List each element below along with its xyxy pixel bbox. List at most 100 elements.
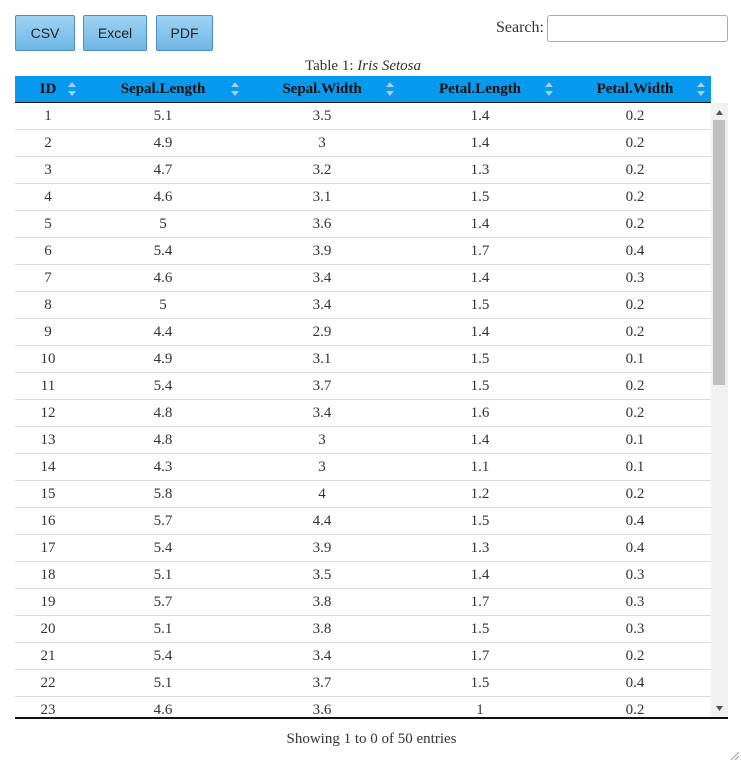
cell-sepal-length: 4.7: [153, 162, 173, 178]
cell-sepal-width: 3.8: [312, 621, 332, 637]
cell-id: 7: [44, 270, 52, 286]
table-scrollbar[interactable]: [711, 103, 728, 717]
table-row: 18 5.1 3.5 1.4 0.3: [15, 562, 711, 589]
cell-id: 12: [40, 405, 56, 421]
table-bottom-border: [15, 717, 728, 719]
cell-petal-length: 1.3: [470, 162, 490, 178]
cell-petal-width: 0.2: [625, 405, 645, 421]
sort-arrows-icon[interactable]: [68, 81, 76, 97]
cell-petal-width: 0.2: [625, 378, 645, 394]
sort-arrows-icon[interactable]: [545, 81, 553, 97]
cell-petal-width: 0.3: [625, 621, 645, 637]
cell-petal-length: 1.5: [470, 675, 490, 691]
sort-arrows-icon[interactable]: [386, 81, 394, 97]
resize-handle-icon[interactable]: [731, 752, 739, 760]
cell-id: 5: [44, 216, 52, 232]
cell-sepal-width: 3.7: [312, 378, 332, 394]
caption-prefix: Table 1:: [304, 58, 358, 74]
table-row: 9 4.4 2.9 1.4 0.2: [15, 319, 711, 346]
cell-sepal-width: 4: [318, 486, 326, 502]
cell-id: 13: [40, 432, 56, 448]
sort-arrows-icon[interactable]: [231, 81, 239, 97]
table-row: 14 4.3 3 1.1 0.1: [15, 454, 711, 481]
cell-petal-length: 1.4: [470, 108, 490, 124]
cell-sepal-length: 4.4: [153, 324, 173, 340]
cell-petal-width: 0.1: [625, 432, 645, 448]
cell-sepal-width: 3.5: [312, 567, 332, 583]
cell-petal-width: 0.3: [625, 270, 645, 286]
cell-sepal-width: 3.8: [312, 594, 332, 610]
cell-petal-length: 1.5: [470, 297, 490, 313]
cell-sepal-width: 3.5: [312, 108, 332, 124]
cell-sepal-length: 5.4: [153, 648, 173, 664]
cell-sepal-width: 3.4: [312, 405, 332, 421]
excel-export-button[interactable]: Excel: [83, 15, 147, 51]
cell-petal-width: 0.4: [625, 675, 645, 691]
cell-sepal-length: 4.9: [153, 135, 173, 151]
cell-id: 17: [40, 540, 56, 556]
table-row: 3 4.7 3.2 1.3 0.2: [15, 157, 711, 184]
cell-id: 21: [40, 648, 56, 664]
cell-sepal-width: 3: [318, 432, 326, 448]
cell-sepal-width: 3.6: [312, 216, 332, 232]
cell-sepal-width: 3.4: [312, 270, 332, 286]
cell-petal-length: 1.5: [470, 351, 490, 367]
table-row: 22 5.1 3.7 1.5 0.4: [15, 670, 711, 697]
cell-petal-width: 0.1: [625, 459, 645, 475]
cell-petal-length: 1.5: [470, 513, 490, 529]
cell-sepal-length: 5.7: [153, 513, 173, 529]
column-header-sepal-length[interactable]: Sepal.Length: [120, 81, 206, 97]
cell-sepal-length: 5.1: [153, 567, 173, 583]
table-row: 6 5.4 3.9 1.7 0.4: [15, 238, 711, 265]
cell-sepal-width: 3.1: [312, 189, 332, 205]
cell-id: 6: [44, 243, 52, 259]
sort-arrows-icon[interactable]: [697, 81, 705, 97]
cell-sepal-length: 5.4: [153, 243, 173, 259]
column-header-id[interactable]: ID: [39, 81, 57, 97]
cell-sepal-length: 4.8: [153, 405, 173, 421]
cell-sepal-width: 3.7: [312, 675, 332, 691]
cell-id: 22: [40, 675, 56, 691]
search-input[interactable]: [547, 15, 728, 42]
cell-petal-length: 1.1: [470, 459, 490, 475]
table-row: 5 5 3.6 1.4 0.2: [15, 211, 711, 238]
cell-sepal-length: 4.6: [153, 702, 173, 717]
table-row: 7 4.6 3.4 1.4 0.3: [15, 265, 711, 292]
cell-petal-width: 0.4: [625, 243, 645, 259]
cell-petal-width: 0.2: [625, 162, 645, 178]
scroll-thumb[interactable]: [713, 120, 725, 385]
cell-sepal-length: 4.3: [153, 459, 173, 475]
cell-id: 2: [44, 135, 52, 151]
cell-sepal-length: 5: [159, 297, 167, 313]
table-info: Showing 1 to 0 of 50 entries: [286, 731, 457, 747]
pdf-export-button[interactable]: PDF: [156, 15, 213, 51]
cell-sepal-length: 5.4: [153, 378, 173, 394]
column-header-petal-width[interactable]: Petal.Width: [596, 81, 674, 97]
column-header-sepal-width[interactable]: Sepal.Width: [282, 81, 362, 97]
cell-petal-length: 1.3: [470, 540, 490, 556]
cell-sepal-length: 5.1: [153, 675, 173, 691]
cell-sepal-width: 3.2: [312, 162, 332, 178]
cell-petal-length: 1.7: [470, 243, 490, 259]
cell-petal-length: 1.4: [470, 135, 490, 151]
cell-id: 3: [44, 162, 52, 178]
cell-id: 14: [40, 459, 56, 475]
cell-id: 8: [44, 297, 52, 313]
cell-sepal-width: 2.9: [312, 324, 332, 340]
cell-petal-length: 1.2: [470, 486, 490, 502]
cell-petal-width: 0.3: [625, 594, 645, 610]
scroll-up-arrow-icon[interactable]: [711, 105, 728, 119]
cell-petal-width: 0.1: [625, 351, 645, 367]
scroll-down-arrow-icon[interactable]: [711, 701, 728, 715]
column-header-petal-length[interactable]: Petal.Length: [438, 81, 522, 97]
cell-id: 4: [44, 189, 52, 205]
csv-export-button[interactable]: CSV: [15, 15, 75, 51]
search-label: Search:: [496, 19, 544, 36]
cell-id: 23: [40, 702, 56, 717]
cell-petal-length: 1.5: [470, 378, 490, 394]
table-caption: Table 1: Iris Setosa: [15, 58, 711, 75]
cell-sepal-width: 3: [318, 459, 326, 475]
caption-name: Iris Setosa: [357, 58, 421, 74]
cell-petal-length: 1.7: [470, 594, 490, 610]
table-row: 10 4.9 3.1 1.5 0.1: [15, 346, 711, 373]
